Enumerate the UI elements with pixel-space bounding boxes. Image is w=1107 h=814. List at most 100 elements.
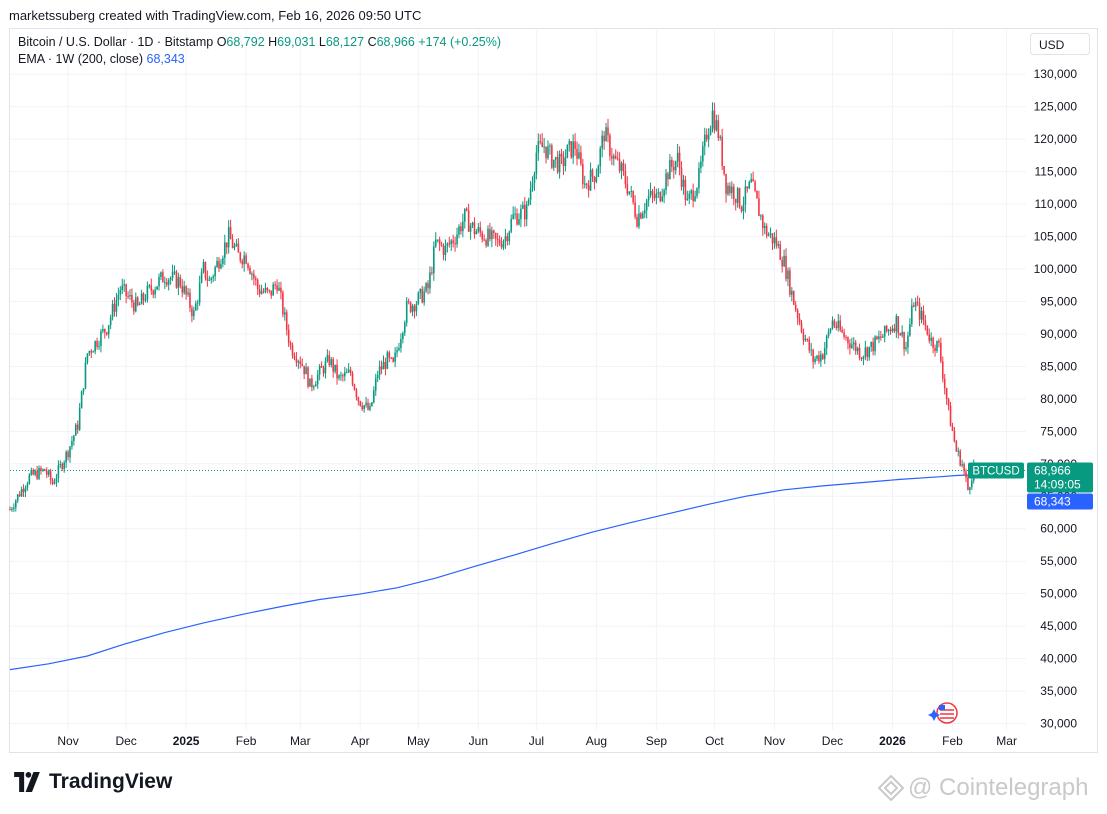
candle-body: [866, 347, 869, 358]
candle-body: [227, 227, 230, 248]
candle-body: [522, 204, 524, 209]
chart-frame: [9, 28, 1098, 753]
open-value: 68,792: [226, 35, 265, 49]
candle-body: [938, 340, 940, 343]
candle-body: [971, 480, 973, 488]
candle-body: [123, 284, 125, 286]
candle-body: [533, 174, 536, 184]
candle-body: [854, 342, 857, 352]
candle-body: [253, 273, 255, 279]
candle-body: [307, 367, 309, 387]
close-label: C: [367, 35, 377, 49]
candle-body: [311, 378, 313, 388]
candle-body: [889, 329, 892, 332]
ema-200-line: [9, 474, 978, 671]
candle-body: [80, 391, 83, 409]
candle-body: [684, 179, 687, 201]
candle-body: [314, 384, 317, 387]
candle-body: [9, 509, 11, 511]
candle-body: [721, 136, 723, 167]
candle-body: [373, 390, 375, 403]
x-tick-label: Aug: [586, 734, 607, 748]
change-value: +174 (+0.25%): [418, 35, 502, 49]
candles-layer: [9, 102, 983, 512]
candle-body: [173, 271, 176, 273]
candle-body: [278, 287, 280, 291]
candle-body: [642, 213, 644, 219]
tradingview-logo[interactable]: TradingView: [11, 770, 172, 794]
y-tick-label: 85,000: [1040, 359, 1077, 373]
candle-body: [340, 375, 342, 377]
candle-body: [239, 252, 242, 261]
candle-body: [84, 362, 87, 389]
candle-body: [574, 141, 576, 149]
candle-body: [500, 244, 503, 248]
candle-body: [254, 278, 257, 281]
y-tick-label: 35,000: [1040, 684, 1077, 698]
candle-body: [11, 508, 13, 510]
candle-body: [266, 287, 269, 290]
candle-body: [485, 240, 487, 246]
candle-body: [245, 255, 247, 264]
candle-body: [880, 336, 882, 338]
candle-body: [591, 169, 594, 177]
candle-body: [185, 286, 187, 295]
candle-body: [806, 339, 809, 341]
candle-body: [539, 141, 542, 143]
candle-body: [783, 255, 785, 267]
candle-body: [640, 213, 642, 219]
candle-body: [367, 402, 369, 410]
candle-body: [256, 280, 259, 290]
event-icons[interactable]: [928, 702, 958, 724]
ema-legend[interactable]: EMA · 1W (200, close) 68,343: [18, 52, 185, 66]
candle-body: [446, 243, 449, 246]
ema-label: EMA · 1W (200, close): [18, 52, 144, 66]
candle-body: [206, 277, 209, 281]
y-tick-label: 80,000: [1040, 392, 1077, 406]
candle-body: [405, 301, 408, 323]
candle-body: [583, 183, 586, 185]
open-label: O: [216, 35, 227, 49]
candle-body: [96, 341, 98, 347]
candle-body: [814, 358, 816, 363]
candle-body: [313, 386, 315, 388]
candle-body: [320, 366, 323, 368]
candle-body: [181, 285, 184, 293]
candle-body: [729, 185, 731, 194]
candle-body: [177, 277, 180, 288]
cointelegraph-watermark: @ Cointelegraph: [878, 774, 1088, 802]
candle-body: [746, 186, 749, 189]
x-tick-label: Mar: [290, 734, 311, 748]
candle-body: [28, 474, 31, 484]
candle-body: [909, 324, 911, 336]
candle-body: [400, 339, 402, 348]
candle-body: [655, 193, 658, 199]
candle-body: [152, 290, 155, 295]
candle-body: [752, 179, 754, 182]
candle-body: [237, 243, 240, 253]
candle-body: [274, 284, 276, 286]
candle-body: [264, 287, 267, 292]
candle-body: [672, 166, 675, 171]
candle-body: [622, 163, 625, 172]
candle-body: [895, 316, 898, 332]
candle-body: [65, 451, 67, 463]
candle-body: [98, 345, 100, 347]
candle-body: [390, 357, 393, 359]
candle-body: [415, 303, 418, 312]
candle-body: [628, 191, 631, 194]
candle-body: [148, 285, 151, 287]
candle-body: [823, 348, 826, 360]
candle-body: [504, 236, 507, 242]
currency-button[interactable]: USD: [1030, 33, 1090, 55]
candle-body: [959, 450, 962, 466]
candle-body: [932, 337, 934, 348]
candle-body: [551, 145, 553, 168]
candle-body: [564, 158, 567, 167]
candle-body: [856, 347, 859, 352]
candle-body: [374, 378, 377, 391]
symbol-legend[interactable]: Bitcoin / U.S. Dollar · 1D · Bitstamp O6…: [18, 35, 501, 49]
candle-body: [355, 389, 358, 398]
